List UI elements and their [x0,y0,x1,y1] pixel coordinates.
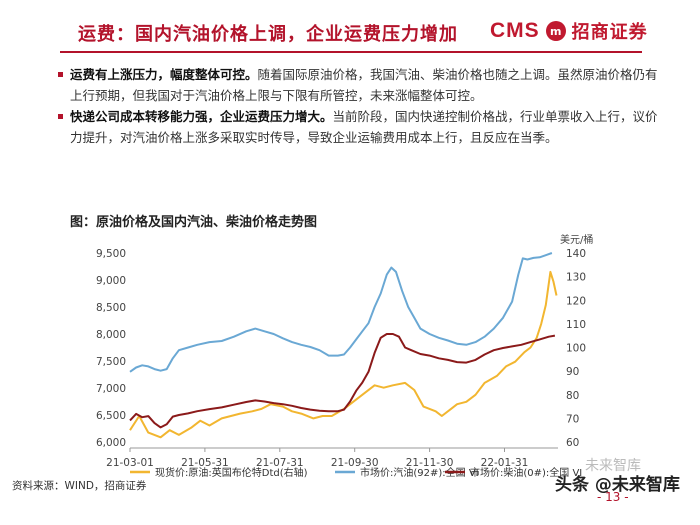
chart-legend: 现货价:原油:英国布伦特Dtd(右轴) 市场价:汽油(92#):全国 VI市场价:… [130,466,582,479]
right-tick-label: 70 [566,413,579,425]
x-tick-label: 21-05-31 [181,457,229,469]
x-tick-label: 22-01-31 [481,457,529,469]
x-tick-label: 21-07-31 [256,457,304,469]
chart-axes: 6,000 6,500 7,000 7,500 8,000 8,500 9,000 9,500… [96,233,593,469]
title-divider [60,51,642,53]
company-logo: CMS m 招商证券 [490,18,648,44]
right-tick-label: 80 [566,390,579,402]
bullet-item: 快递公司成本转移能力强，企业运费压力增大。当前阶段，国内快递控制价格战，行业单票… [58,106,660,148]
left-tick-label: 8,000 [96,329,126,341]
left-tick-label: 6,000 [96,437,126,449]
bullet-heading: 运费有上涨压力，幅度整体可控。 [70,67,258,82]
right-tick-label: 60 [566,437,579,449]
right-tick-label: 90 [566,366,579,378]
right-tick-label: 120 [566,295,586,307]
left-tick-label: 9,000 [96,275,126,287]
x-tick-label: 21-09-30 [331,457,379,469]
watermark-brand: 头条 @未来智库 [555,475,680,495]
x-tick-label: 21-11-30 [406,457,454,469]
left-tick-label: 9,500 [96,248,126,260]
x-tick-label: 21-03-01 [106,457,154,469]
right-tick-label: 100 [566,343,586,355]
logo-badge-icon: m [545,21,566,41]
bullet-list: 运费有上涨压力，幅度整体可控。随着国际原油价格，我国汽油、柴油价格也随之上调。虽… [58,64,660,148]
left-tick-label: 6,500 [96,410,126,422]
figure-title: 图：原油价格及国内汽油、柴油价格走势图 [70,215,318,230]
right-tick-label: 140 [566,248,586,260]
bullet-heading: 快递公司成本转移能力强，企业运费压力增大。 [70,109,333,124]
legend-label: 现货价:原油:英国布伦特Dtd(右轴) [155,466,308,479]
bullet-text: 随着国际原油价格，我国汽油、柴油价格也随之上调。虽然原油价格仍有上行预期，但我国… [70,67,658,103]
left-tick-label: 7,500 [96,356,126,368]
right-tick-label: 110 [566,319,586,331]
logo-brand-text: 招商证券 [571,22,648,43]
source-note: 资料来源：WIND，招商证券 [12,480,147,492]
bullet-item: 运费有上涨压力，幅度整体可控。随着国际原油价格，我国汽油、柴油价格也随之上调。虽… [58,64,660,106]
legend-label: 市场价:汽油(92#):全国 VI [360,466,479,479]
bullet-text: 当前阶段，国内快递控制价格战，行业单票收入上行，议价力提升，对汽油价格上涨多采取… [70,109,658,145]
series-line [129,252,553,373]
logo-cms-text: CMS [490,19,540,42]
right-tick-label: 130 [566,272,586,284]
series-line [129,333,556,429]
series-line [129,270,558,439]
left-tick-label: 7,000 [96,383,126,395]
left-tick-label: 8,500 [96,302,126,314]
watermark: 未来智库 [585,458,641,474]
page-title: 运费：国内汽油价格上调，企业运费压力增加 [78,24,458,45]
legend-label: 市场价:柴油(0#):全国 VI [470,466,582,479]
page-number: - 13 - [597,490,629,504]
chart-lines [129,252,558,439]
right-axis-unit: 美元/桶 [560,233,593,246]
